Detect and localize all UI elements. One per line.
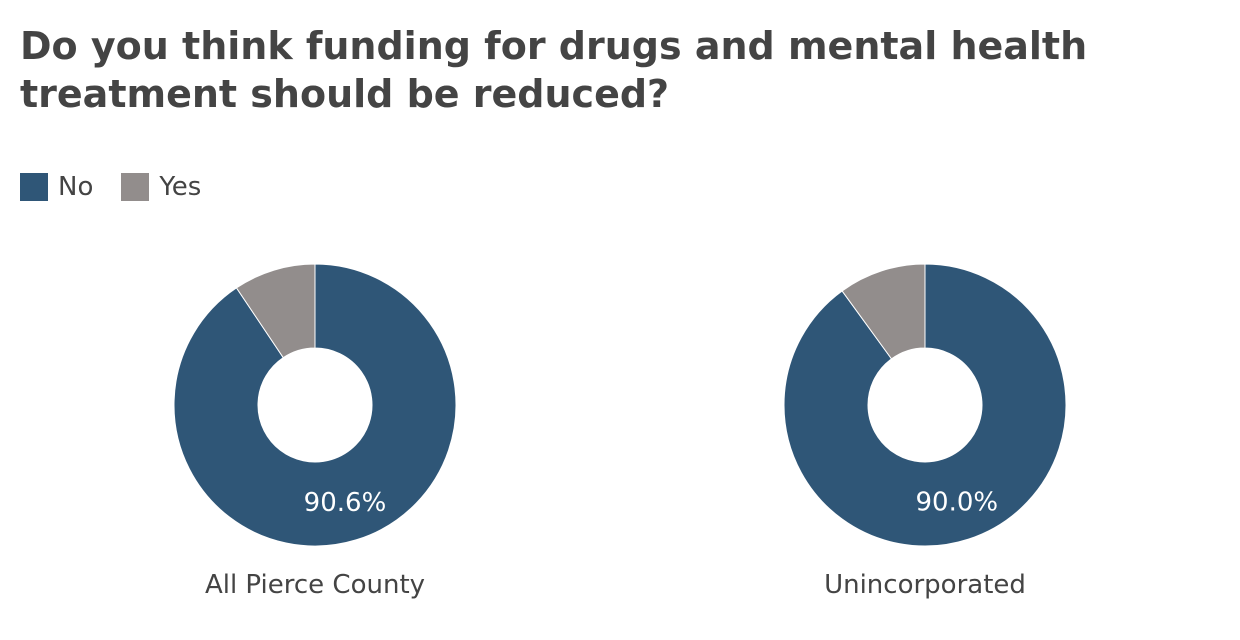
chart-caption: Unincorporated	[824, 570, 1026, 600]
slice-yes[interactable]	[235, 263, 316, 359]
slice-label-no: 90.6%	[304, 488, 387, 518]
legend-swatch-yes	[121, 173, 150, 201]
donut-chart-2: 90.0% Unincorporated	[783, 263, 1067, 600]
legend-label-yes: Yes	[159, 172, 202, 202]
slice-yes[interactable]	[841, 263, 926, 360]
slice-label-no: 90.0%	[916, 487, 999, 517]
chart-caption: All Pierce County	[205, 570, 425, 600]
chart-title: Do you think funding for drugs and menta…	[20, 24, 1088, 116]
legend-label-no: No	[58, 172, 94, 202]
legend: No Yes	[20, 173, 229, 201]
donut-chart-1: 90.6% All Pierce County	[173, 263, 457, 600]
legend-swatch-no	[20, 173, 48, 201]
legend-item-yes[interactable]: Yes	[121, 173, 201, 201]
legend-item-no[interactable]: No	[20, 173, 93, 201]
slice-no[interactable]	[783, 263, 1067, 547]
slice-no[interactable]	[173, 263, 457, 547]
